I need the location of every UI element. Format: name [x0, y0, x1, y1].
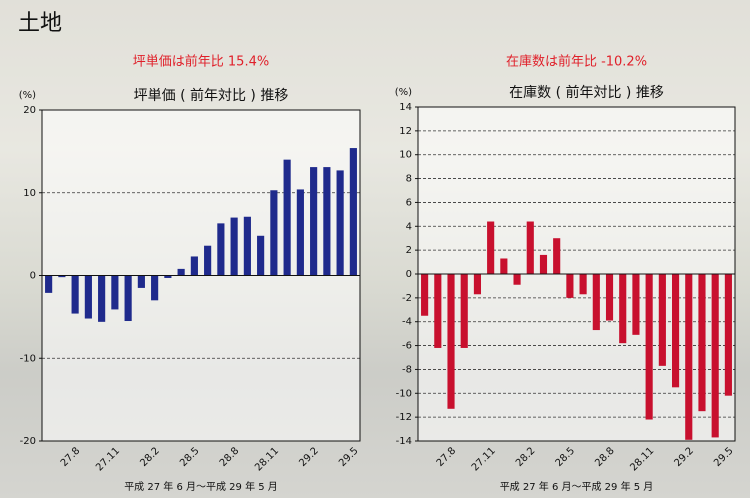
y-axis-label: (%) — [395, 87, 412, 98]
bar — [460, 274, 468, 348]
bar — [217, 223, 225, 276]
bar — [296, 189, 304, 276]
y-tick-label: -6 — [402, 341, 412, 352]
y-tick-label: 0 — [406, 269, 412, 280]
y-tick-label: -12 — [396, 412, 412, 423]
chart-title: 坪単価 ( 前年対比 ) 推移 — [134, 87, 289, 104]
bar — [98, 275, 106, 322]
bar — [526, 221, 534, 274]
bar — [349, 148, 357, 276]
bar — [685, 274, 693, 440]
bar — [487, 221, 495, 274]
bar — [447, 274, 455, 409]
bar — [323, 167, 331, 276]
bar — [658, 274, 666, 366]
bar — [257, 235, 265, 276]
bar — [539, 254, 548, 274]
bar — [45, 275, 53, 293]
bar — [151, 275, 159, 301]
bar — [71, 275, 79, 314]
plot-frame — [417, 106, 736, 442]
bar — [619, 274, 627, 344]
bar — [566, 274, 574, 298]
bar — [177, 268, 185, 276]
chart-annotation: 坪単価は前年比 15.4% — [133, 54, 269, 70]
y-tick-label: -10 — [396, 388, 412, 399]
y-tick-label: -10 — [20, 353, 36, 364]
bar — [164, 275, 172, 278]
y-tick-label: 12 — [399, 126, 412, 137]
bar — [421, 274, 429, 316]
bar — [84, 275, 92, 319]
bar — [605, 274, 614, 321]
footer: 平成 27 年 6 月〜平成 29 年 5 月 — [500, 480, 654, 493]
bar — [645, 274, 653, 420]
y-tick-label: 6 — [406, 197, 412, 208]
bar — [137, 275, 145, 288]
bar — [270, 190, 278, 276]
y-tick-label: -2 — [402, 293, 412, 304]
bar — [671, 274, 680, 388]
y-tick-label: 2 — [406, 245, 412, 256]
page-title: 土地 — [18, 11, 62, 36]
y-tick-label: 10 — [399, 150, 412, 161]
y-tick-label: -4 — [402, 317, 412, 328]
bar — [473, 274, 482, 295]
bar — [336, 170, 344, 276]
chart-annotation: 在庫数は前年比 -10.2% — [506, 54, 647, 70]
y-tick-label: -14 — [396, 436, 412, 447]
y-tick-label: 20 — [23, 105, 36, 116]
y-axis-label: (%) — [19, 90, 36, 101]
y-tick-label: 10 — [23, 188, 36, 199]
bar — [724, 274, 732, 396]
bar — [124, 275, 132, 322]
bar — [500, 258, 508, 274]
bar — [434, 274, 442, 348]
plot-frame — [41, 109, 361, 442]
bar — [632, 274, 640, 335]
y-tick-label: 0 — [30, 271, 36, 282]
chart-title: 在庫数 ( 前年対比 ) 推移 — [509, 84, 664, 101]
bar — [243, 216, 251, 276]
y-tick-label: 14 — [399, 102, 412, 113]
bar — [190, 256, 198, 276]
y-tick-label: -8 — [402, 364, 412, 375]
bar — [698, 274, 706, 412]
footer: 平成 27 年 6 月〜平成 29 年 5 月 — [124, 480, 278, 493]
bar — [579, 274, 587, 295]
y-tick-label: 4 — [406, 221, 412, 232]
bar — [111, 275, 119, 310]
bar — [553, 238, 561, 274]
bar — [513, 274, 521, 285]
bar — [230, 217, 238, 276]
bar — [592, 274, 600, 331]
bar — [204, 245, 212, 276]
bar — [283, 159, 291, 276]
y-tick-label: 8 — [406, 174, 412, 185]
y-tick-label: -20 — [20, 436, 36, 447]
bar — [58, 275, 66, 278]
bar — [711, 274, 719, 438]
bar — [310, 167, 318, 276]
